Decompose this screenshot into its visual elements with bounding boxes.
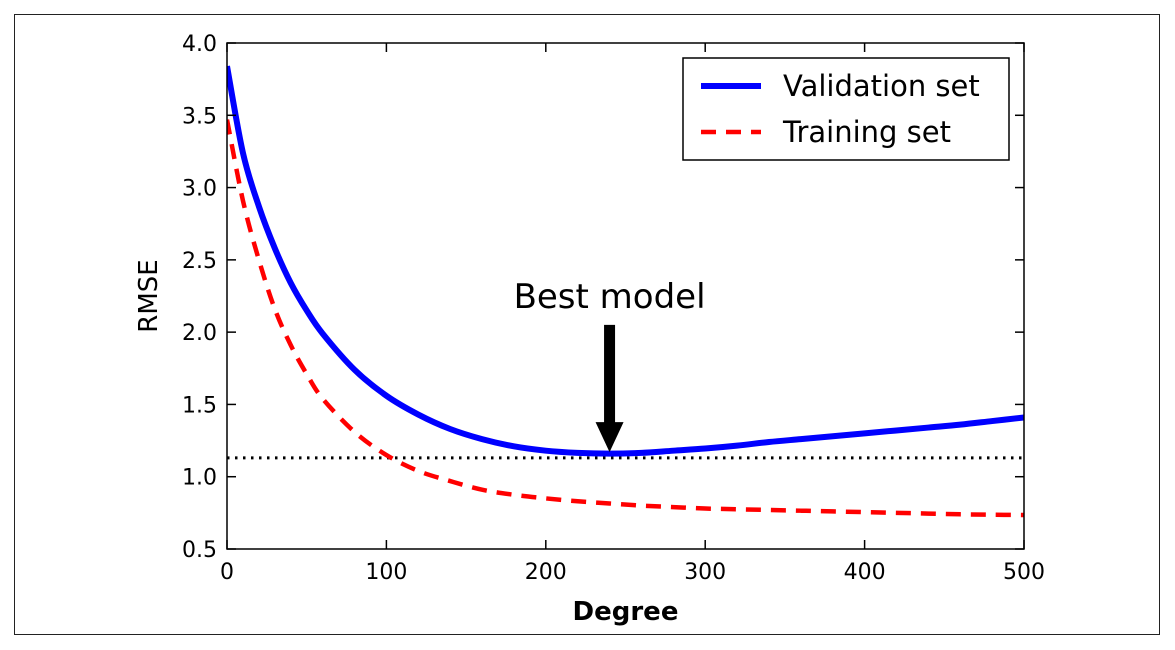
curves-layer: [227, 65, 1024, 518]
y-tick-label: 1.5: [182, 393, 217, 418]
x-tick-label: 300: [684, 560, 726, 585]
annotation-text: Best model: [514, 277, 706, 317]
x-axis-label: Degree: [573, 597, 679, 627]
best-model-annotation: Best model: [514, 277, 706, 453]
y-tick-label: 3.5: [182, 104, 217, 129]
y-tick-label: 4.0: [182, 32, 217, 57]
y-axis-label: RMSE: [134, 259, 164, 332]
legend-box: [682, 57, 1010, 161]
ticks-layer: 0 100 200 300 400 500 0.5 1.0 1.5 2.0 2.5 3.0 3.5 4.0: [182, 32, 1045, 585]
legend-label-validation: Validation set: [783, 69, 980, 103]
y-tick-label: 3.0: [182, 177, 217, 202]
y-tick-label: 1.0: [182, 466, 217, 491]
legend: Validation set Training set: [682, 57, 1010, 161]
x-tick-label: 200: [525, 560, 567, 585]
x-tick-label: 100: [365, 560, 407, 585]
series-training-line: [227, 119, 1024, 518]
plot-area-border: [226, 42, 1025, 550]
x-tick-label: 400: [844, 560, 886, 585]
y-tick-label: 0.5: [182, 538, 217, 563]
y-tick-label: 2.5: [182, 249, 217, 274]
legend-label-training: Training set: [782, 115, 951, 149]
x-tick-label: 0: [220, 560, 234, 585]
series-validation-line: [227, 65, 1024, 457]
x-tick-label: 500: [1003, 560, 1045, 585]
y-tick-label: 2.0: [182, 321, 217, 346]
down-arrow-icon: [595, 324, 624, 453]
